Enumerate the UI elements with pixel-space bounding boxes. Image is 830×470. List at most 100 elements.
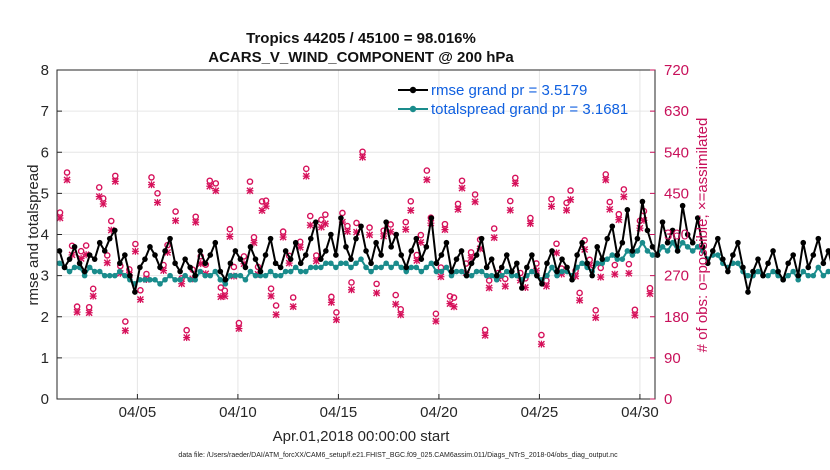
obs-assimilated-marker — [212, 187, 220, 195]
rmse-point — [272, 260, 279, 267]
rmse-point — [338, 215, 344, 221]
totalspread-point — [433, 268, 440, 275]
obs-possible-marker — [272, 302, 280, 309]
obs-assimilated-marker — [450, 303, 458, 311]
totalspread-point — [529, 268, 535, 275]
totalspread-point — [659, 244, 666, 250]
totalspread-point — [388, 264, 394, 271]
rmse-point — [197, 248, 204, 254]
legend-rmse-label: rmse grand pr = 3.5179 — [431, 82, 587, 99]
obs-possible-marker — [103, 252, 111, 259]
obs-possible-marker — [446, 292, 454, 300]
totalspread-point — [438, 268, 445, 275]
obs-possible-marker — [183, 326, 190, 334]
totalspread-point — [106, 272, 113, 279]
obs-assimilated-marker — [306, 221, 314, 229]
rmse-point — [544, 260, 550, 267]
obs-possible-marker — [353, 219, 360, 227]
obs-assimilated-marker — [441, 226, 449, 234]
obs-assimilated-marker — [563, 206, 571, 214]
obs-possible-marker — [620, 186, 628, 193]
rmse-point — [468, 260, 475, 267]
obs-assimilated-marker — [511, 179, 519, 187]
totalspread-point — [212, 268, 219, 275]
totalspread-point — [423, 264, 430, 271]
totalspread-point — [493, 276, 500, 283]
rmse-point — [147, 244, 153, 250]
totalspread-point — [277, 272, 284, 279]
rmse-point — [574, 252, 580, 258]
rmse-point — [428, 215, 435, 221]
totalspread-point — [604, 256, 611, 262]
rmse-point — [247, 244, 254, 250]
totalspread-point — [333, 264, 339, 271]
obs-assimilated-marker — [63, 176, 71, 184]
footer-data-file: data file: /Users/raeder/DAI/ATM_forcXX/… — [178, 452, 618, 459]
totalspread-point — [71, 264, 78, 271]
obs-possible-marker — [485, 277, 493, 284]
totalspread-point — [292, 264, 299, 271]
totalspread-point — [503, 268, 510, 275]
totalspread-point — [478, 268, 485, 275]
obs-assimilated-marker — [547, 202, 555, 210]
totalspread-point — [56, 260, 63, 267]
obs-possible-marker — [407, 197, 415, 205]
rmse-point — [815, 235, 822, 242]
obs-possible-marker — [137, 287, 144, 294]
obs-assimilated-marker — [615, 216, 623, 224]
obs-assimilated-marker — [56, 214, 64, 222]
obs-possible-marker — [373, 280, 380, 288]
rmse-point — [679, 202, 686, 209]
rmse-point — [252, 256, 259, 262]
totalspread-point — [689, 248, 696, 254]
obs-assimilated-marker — [289, 303, 297, 311]
y-right-tick-label: 720 — [664, 62, 689, 79]
totalspread-point — [96, 268, 103, 275]
obs-assimilated-marker — [172, 217, 180, 225]
obs-possible-marker — [289, 294, 297, 301]
rmse-point — [167, 235, 173, 242]
rmse-point — [328, 231, 334, 238]
y-right-tick-label: 630 — [664, 103, 689, 120]
totalspread-point — [815, 264, 822, 271]
rmse-point — [549, 248, 555, 254]
totalspread-point — [614, 256, 621, 262]
totalspread-point — [634, 248, 641, 254]
totalspread-point — [237, 272, 244, 279]
rmse-point — [539, 281, 545, 287]
totalspread-point — [483, 272, 490, 279]
totalspread-point — [338, 260, 344, 267]
rmse-point — [353, 235, 359, 242]
totalspread-point — [624, 248, 631, 254]
y-right-tick-label: 540 — [664, 144, 689, 161]
obs-assimilated-marker — [506, 206, 514, 214]
totalspread-point — [192, 276, 198, 283]
rmse-point — [323, 248, 329, 254]
totalspread-point — [765, 272, 771, 279]
obs-assimilated-marker — [147, 181, 155, 189]
obs-possible-marker — [95, 184, 103, 191]
totalspread-point — [544, 272, 550, 279]
totalspread-point — [66, 268, 73, 275]
obs-assimilated-marker — [347, 286, 355, 294]
obs-possible-marker — [506, 197, 514, 205]
rmse-point — [534, 272, 540, 279]
obs-assimilated-marker — [321, 220, 329, 228]
obs-possible-marker — [107, 217, 115, 225]
totalspread-point — [413, 264, 420, 271]
obs-assimilated-marker — [111, 177, 119, 185]
obs-assimilated-marker — [373, 289, 381, 297]
totalspread-point — [162, 276, 168, 283]
totalspread-point — [745, 272, 751, 279]
obs-assimilated-marker — [592, 314, 600, 322]
obs-assimilated-marker — [85, 309, 93, 317]
rmse-point — [237, 256, 244, 262]
totalspread-point — [498, 272, 505, 279]
totalspread-point — [649, 252, 656, 258]
obs-assimilated-marker — [272, 311, 280, 319]
rmse-point — [810, 252, 817, 258]
rmse-point — [127, 272, 133, 279]
rmse-point — [378, 252, 384, 258]
totalspread-point — [448, 272, 455, 279]
totalspread-point — [644, 248, 651, 254]
